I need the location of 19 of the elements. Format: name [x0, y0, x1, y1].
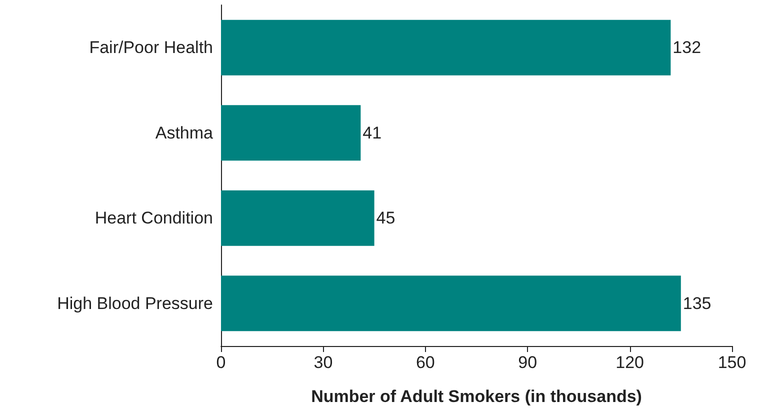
- x-tick-label: 60: [416, 353, 435, 372]
- bar: [221, 105, 361, 161]
- data-label: 45: [376, 208, 396, 228]
- data-label: 132: [672, 38, 702, 58]
- y-tick-label: Heart Condition: [94, 208, 213, 228]
- bar: [221, 276, 681, 332]
- y-tick-label: Asthma: [155, 123, 214, 142]
- y-tick-label: Fair/Poor Health: [89, 38, 213, 58]
- x-tick-label: 150: [718, 353, 746, 372]
- x-tick-label: 0: [216, 353, 226, 372]
- bar: [221, 20, 671, 76]
- y-tick-label: High Blood Pressure: [57, 294, 213, 313]
- x-tick-label: 30: [314, 353, 333, 372]
- x-axis-title: Number of Adult Smokers (in thousands): [311, 387, 642, 406]
- bar: [221, 190, 374, 246]
- data-label: 41: [362, 123, 382, 142]
- data-label: 135: [682, 294, 712, 313]
- x-tick-label: 120: [616, 353, 644, 372]
- x-tick-label: 90: [518, 353, 538, 372]
